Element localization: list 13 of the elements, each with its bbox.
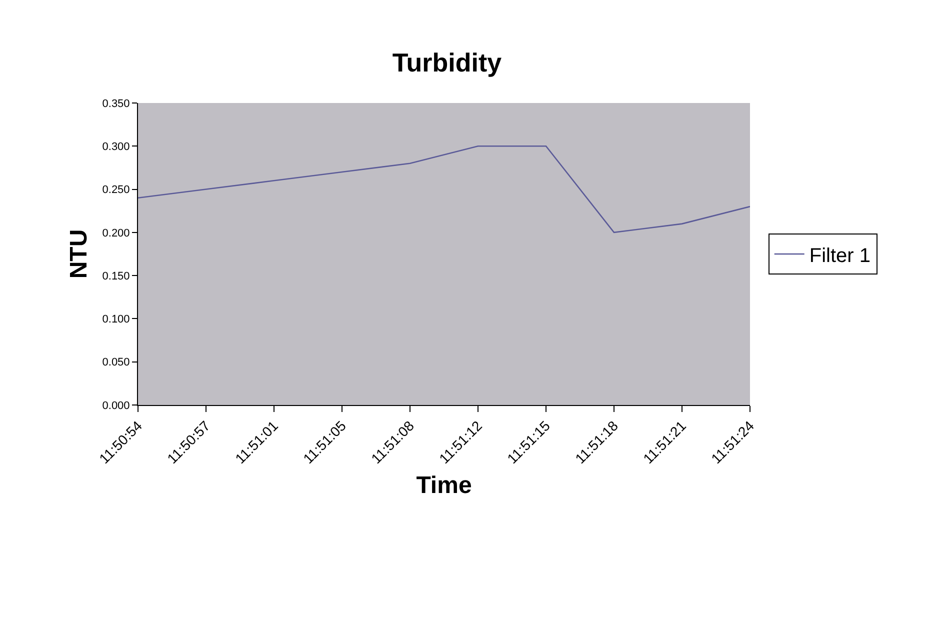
y-tick-label: 0.100 — [102, 314, 130, 326]
x-axis-title: Time — [416, 472, 472, 499]
legend-label: Filter 1 — [809, 244, 870, 267]
line-series — [138, 145, 750, 234]
y-tick-label: 0.200 — [102, 227, 130, 240]
y-tick-label: 0.050 — [102, 356, 130, 369]
y-tick-label: 0.350 — [102, 98, 130, 110]
chart-title: Turbidity — [392, 47, 502, 78]
y-tick-label: 0.150 — [102, 270, 130, 282]
y-tick-label: 0.250 — [102, 184, 130, 196]
y-tick-label: 0.300 — [102, 140, 130, 153]
y-tick-label: 0.000 — [102, 400, 130, 412]
y-axis-title: NTU — [65, 229, 92, 279]
